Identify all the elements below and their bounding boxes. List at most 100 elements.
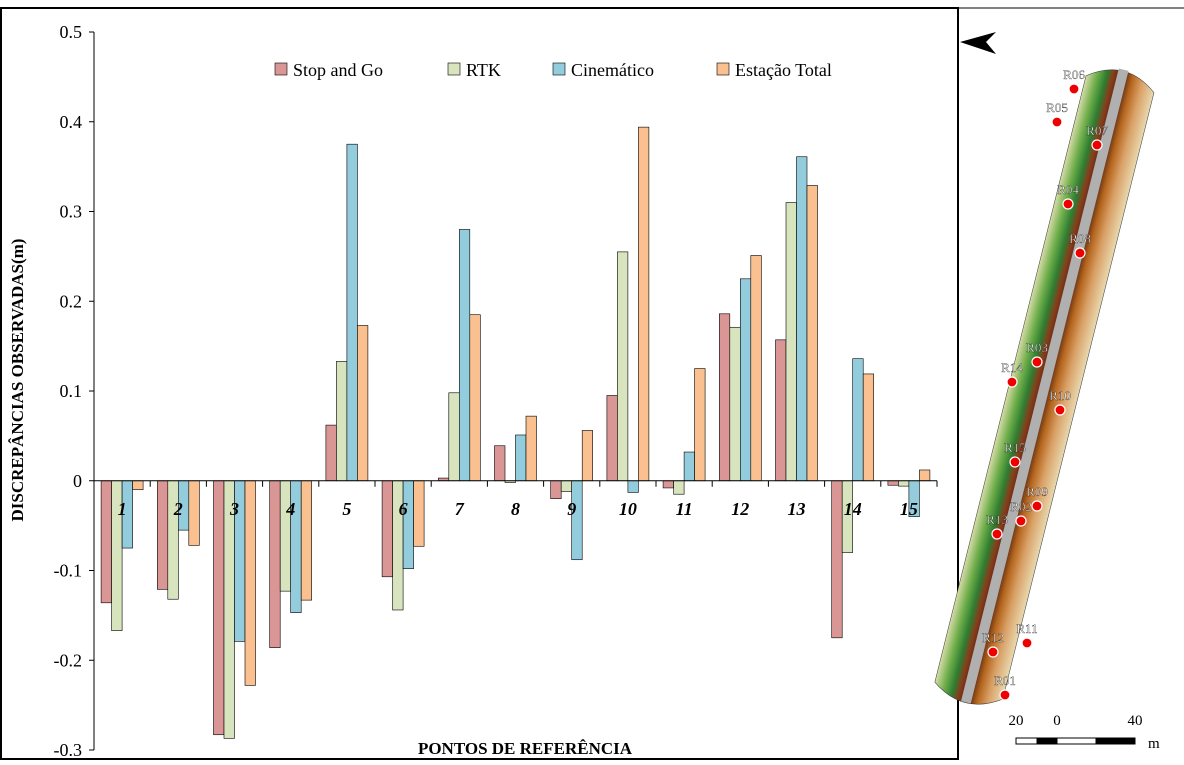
- bar: [224, 481, 235, 739]
- bar: [684, 452, 695, 481]
- bar: [301, 481, 312, 600]
- y-tick-label: 0.1: [60, 381, 83, 401]
- x-tick-label: 5: [342, 499, 351, 519]
- bar: [807, 185, 818, 480]
- map-point: [1007, 377, 1017, 387]
- x-tick-label: 10: [619, 499, 637, 519]
- x-axis-title: PONTOS DE REFERÊNCIA: [418, 739, 633, 758]
- bar: [663, 481, 674, 488]
- bar: [695, 369, 706, 481]
- bar: [853, 359, 864, 481]
- y-tick-label: 0.5: [60, 22, 83, 42]
- scale-label: 40: [1128, 713, 1143, 729]
- bar: [740, 279, 751, 481]
- bar: [730, 327, 741, 480]
- legend-swatch: [553, 63, 565, 75]
- bar: [638, 127, 649, 481]
- map-point: [988, 647, 998, 657]
- legend-swatch: [717, 63, 729, 75]
- map-point: [1022, 638, 1032, 648]
- map-point-label: R15: [1004, 440, 1026, 455]
- legend-swatch: [275, 63, 287, 75]
- y-tick-label: -0.1: [54, 561, 83, 581]
- bar: [888, 481, 899, 485]
- scale-segment: [1096, 738, 1135, 744]
- x-tick-label: 7: [455, 499, 465, 519]
- x-tick-label: 2: [173, 499, 183, 519]
- y-tick-label: 0: [73, 471, 82, 491]
- x-tick-label: 3: [229, 499, 239, 519]
- x-tick-label: 11: [676, 499, 693, 519]
- map-point-label: R07: [1086, 123, 1108, 138]
- map-point: [1016, 516, 1026, 526]
- map-point-label: R03: [1026, 340, 1048, 355]
- map-point: [1032, 501, 1042, 511]
- map-point-label: R01: [994, 673, 1016, 688]
- map-point: [1069, 84, 1079, 94]
- map: [932, 61, 1158, 711]
- map-point-label: R11: [1016, 621, 1037, 636]
- legend-label: Estação Total: [735, 60, 832, 80]
- bar: [133, 481, 144, 490]
- bar: [561, 481, 572, 492]
- legend-swatch: [448, 63, 460, 75]
- map-point: [1055, 405, 1065, 415]
- bar: [572, 481, 583, 560]
- x-tick-label: 8: [511, 499, 520, 519]
- map-point: [1063, 199, 1073, 209]
- x-tick-label: 12: [731, 499, 749, 519]
- map-point-label: R04: [1057, 182, 1079, 197]
- scale-segment: [1037, 738, 1057, 744]
- map-point: [1052, 117, 1062, 127]
- x-tick-label: 13: [788, 499, 806, 519]
- bar: [628, 481, 639, 493]
- bar: [414, 481, 425, 547]
- y-tick-label: -0.2: [54, 650, 83, 670]
- bar: [526, 416, 537, 481]
- bar: [101, 481, 112, 603]
- bar: [459, 229, 470, 480]
- bar: [326, 425, 337, 481]
- legend-label: Stop and Go: [293, 60, 383, 80]
- x-tick-label: 1: [118, 499, 127, 519]
- scale-segment: [1057, 738, 1096, 744]
- bar: [270, 481, 281, 648]
- x-tick-label: 14: [844, 499, 862, 519]
- y-tick-label: 0.2: [60, 291, 83, 311]
- bar: [382, 481, 393, 577]
- x-tick-label: 15: [900, 499, 918, 519]
- scale-label: 0: [1053, 713, 1061, 729]
- map-point: [1092, 140, 1102, 150]
- map-point-label: R02: [1010, 499, 1032, 514]
- bar: [786, 203, 797, 481]
- y-tick-label: 0.4: [60, 112, 83, 132]
- map-point-label: R09: [1026, 484, 1048, 499]
- legend-label: Cinemático: [571, 60, 654, 80]
- map-point-label: R12: [982, 630, 1004, 645]
- scale-segment: [1016, 738, 1037, 744]
- bar: [551, 481, 562, 499]
- bar: [674, 481, 685, 494]
- bar: [449, 393, 460, 481]
- scale-label: m: [1148, 736, 1160, 752]
- scale-label: 20: [1009, 713, 1024, 729]
- map-point-label: R05: [1046, 100, 1068, 115]
- map-point: [992, 529, 1002, 539]
- bar: [157, 481, 168, 590]
- bar: [898, 481, 909, 486]
- bar: [719, 314, 730, 481]
- bar: [336, 361, 347, 480]
- x-tick-label: 6: [399, 499, 408, 519]
- bar: [863, 374, 874, 481]
- bar: [495, 446, 506, 481]
- bar: [189, 481, 200, 546]
- bar: [607, 395, 618, 480]
- map-road: [966, 70, 1124, 703]
- bar: [280, 481, 291, 591]
- bar: [403, 481, 414, 569]
- bar: [582, 430, 593, 480]
- bar: [245, 481, 256, 686]
- bar: [776, 340, 787, 481]
- y-axis-title: DISCREPÂNCIAS OBSERVADAS(m): [8, 239, 27, 522]
- x-tick-label: 4: [285, 499, 295, 519]
